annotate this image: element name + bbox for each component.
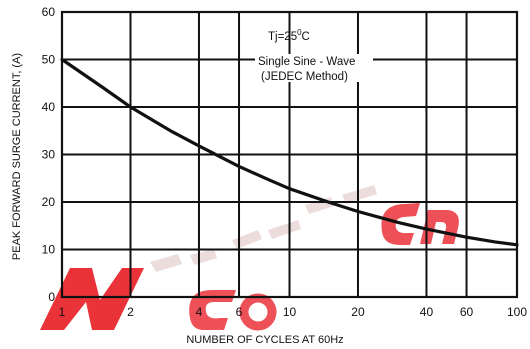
annotation-tj-text: Tj=25 bbox=[268, 31, 297, 43]
x-tick-label: 60 bbox=[460, 305, 474, 319]
x-tick-label: 6 bbox=[236, 305, 243, 319]
watermark-glyphs bbox=[150, 185, 377, 272]
watermark-dot bbox=[239, 293, 277, 331]
x-axis-title: NUMBER OF CYCLES AT 60Hz bbox=[186, 334, 343, 346]
plot-frame bbox=[60, 10, 519, 299]
annotation-line2: (JEDEC Method) bbox=[261, 71, 348, 83]
plot-area: 0 10 20 30 40 50 60 1 2 4 6 10 20 40 60 100 NUMBER OF CY… bbox=[11, 5, 527, 346]
y-axis-title: PEAK FORWARD SURGE CURRENT, (A) bbox=[11, 53, 23, 260]
y-tick-label: 20 bbox=[42, 195, 56, 209]
annotation-background bbox=[255, 54, 373, 68]
surge-current-curve bbox=[60, 57, 519, 247]
watermark-n-shape bbox=[420, 210, 459, 244]
watermark-cn-shape bbox=[381, 203, 420, 245]
y-tick-label: 40 bbox=[42, 100, 56, 114]
annotation-tj-superscript: 0 bbox=[297, 28, 302, 37]
watermark-logo-shape bbox=[40, 268, 144, 330]
x-tick-label: 100 bbox=[507, 305, 527, 319]
y-tick-label: 60 bbox=[42, 5, 56, 19]
y-tick-label: 0 bbox=[48, 290, 55, 304]
watermark-com-shape bbox=[189, 290, 236, 330]
x-tick-label: 4 bbox=[196, 305, 203, 319]
annotation-tj: Tj=250C bbox=[268, 28, 310, 43]
annotation-background bbox=[255, 68, 363, 82]
y-tick-label: 10 bbox=[42, 243, 56, 257]
x-tick-label: 40 bbox=[420, 305, 434, 319]
watermark bbox=[40, 185, 459, 331]
annotation-line1: Single Sine - Wave bbox=[258, 56, 355, 68]
x-tick-label: 1 bbox=[59, 305, 66, 319]
x-tick-label: 2 bbox=[127, 305, 134, 319]
y-tick-label: 50 bbox=[42, 53, 56, 67]
x-tick-label: 20 bbox=[351, 305, 365, 319]
x-tick-label: 10 bbox=[283, 305, 297, 319]
y-tick-label: 30 bbox=[42, 148, 56, 162]
annotation-tj-unit: C bbox=[302, 31, 310, 43]
